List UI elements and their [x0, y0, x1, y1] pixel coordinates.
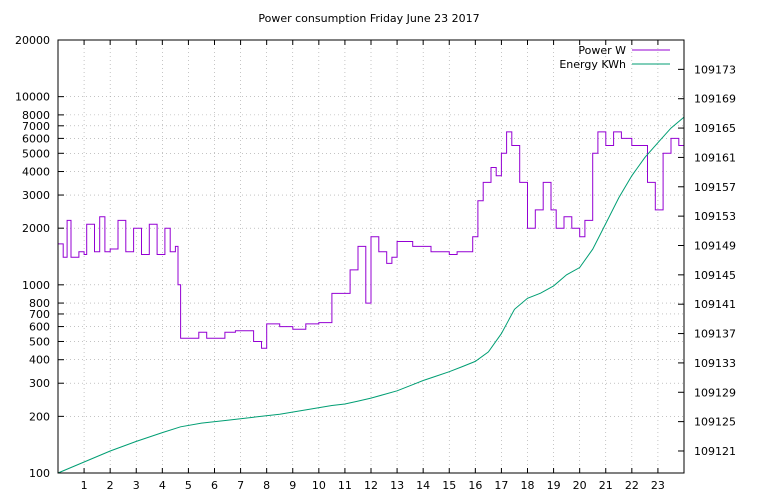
- x-tick-label: 2: [107, 479, 114, 492]
- x-tick-label: 8: [263, 479, 270, 492]
- series-layer: [57, 116, 685, 474]
- x-tick-label: 12: [364, 479, 378, 492]
- legend-label-energy: Energy KWh: [559, 58, 626, 71]
- series-energy-line: [57, 116, 685, 474]
- y-left-tick-label: 10000: [15, 91, 50, 104]
- ticks-layer: 1 2 3 4 5 6 7 8 9 10 11 12 13 14 15 16 17 18 19 20 21 22 23100…: [15, 34, 736, 492]
- legend: Power W Energy KWh: [559, 44, 670, 71]
- x-tick-label: 15: [442, 479, 456, 492]
- y-right-tick-label: 109149: [694, 239, 736, 252]
- y-right-tick-label: 109173: [694, 63, 736, 76]
- y-left-tick-label: 400: [29, 354, 50, 367]
- x-tick-label: 21: [599, 479, 613, 492]
- x-tick-label: 16: [468, 479, 482, 492]
- y-left-tick-label: 500: [29, 335, 50, 348]
- series-power-line: [58, 131, 685, 349]
- y-left-tick-label: 3000: [22, 189, 50, 202]
- x-tick-label: 14: [416, 479, 430, 492]
- y-right-tick-label: 109129: [694, 386, 736, 399]
- x-tick-label: 7: [237, 479, 244, 492]
- x-tick-label: 17: [494, 479, 508, 492]
- y-left-tick-label: 700: [29, 308, 50, 321]
- y-right-tick-label: 109125: [694, 416, 736, 429]
- x-tick-label: 19: [547, 479, 561, 492]
- x-tick-label: 3: [133, 479, 140, 492]
- y-left-tick-label: 2000: [22, 222, 50, 235]
- x-tick-label: 10: [312, 479, 326, 492]
- y-right-tick-label: 109137: [694, 328, 736, 341]
- y-right-tick-label: 109165: [694, 122, 736, 135]
- y-right-tick-label: 109153: [694, 210, 736, 223]
- y-right-tick-label: 109161: [694, 151, 736, 164]
- y-right-tick-label: 109133: [694, 357, 736, 370]
- y-right-tick-label: 109141: [694, 298, 736, 311]
- y-right-tick-label: 109145: [694, 269, 736, 282]
- y-left-tick-label: 800: [29, 297, 50, 310]
- y-left-tick-label: 300: [29, 377, 50, 390]
- legend-label-power: Power W: [578, 44, 626, 57]
- y-left-tick-label: 8000: [22, 109, 50, 122]
- y-left-tick-label: 20000: [15, 34, 50, 47]
- y-right-tick-label: 109121: [694, 445, 736, 458]
- x-tick-label: 18: [521, 479, 535, 492]
- y-right-tick-label: 109157: [694, 181, 736, 194]
- y-left-tick-label: 200: [29, 410, 50, 423]
- chart-title: Power consumption Friday June 23 2017: [258, 12, 479, 25]
- y-left-tick-label: 5000: [22, 147, 50, 160]
- y-left-tick-label: 100: [29, 467, 50, 480]
- y-left-tick-label: 6000: [22, 132, 50, 145]
- x-tick-label: 20: [573, 479, 587, 492]
- y-left-tick-label: 7000: [22, 120, 50, 133]
- x-tick-label: 4: [159, 479, 166, 492]
- y-left-tick-label: 1000: [22, 279, 50, 292]
- x-tick-label: 13: [390, 479, 404, 492]
- x-tick-label: 1: [81, 479, 88, 492]
- x-tick-label: 23: [651, 479, 665, 492]
- x-tick-label: 9: [289, 479, 296, 492]
- x-tick-label: 6: [211, 479, 218, 492]
- y-left-tick-label: 600: [29, 321, 50, 334]
- x-tick-label: 11: [338, 479, 352, 492]
- y-left-tick-label: 4000: [22, 166, 50, 179]
- x-tick-label: 22: [625, 479, 639, 492]
- y-right-tick-label: 109169: [694, 93, 736, 106]
- x-tick-label: 5: [185, 479, 192, 492]
